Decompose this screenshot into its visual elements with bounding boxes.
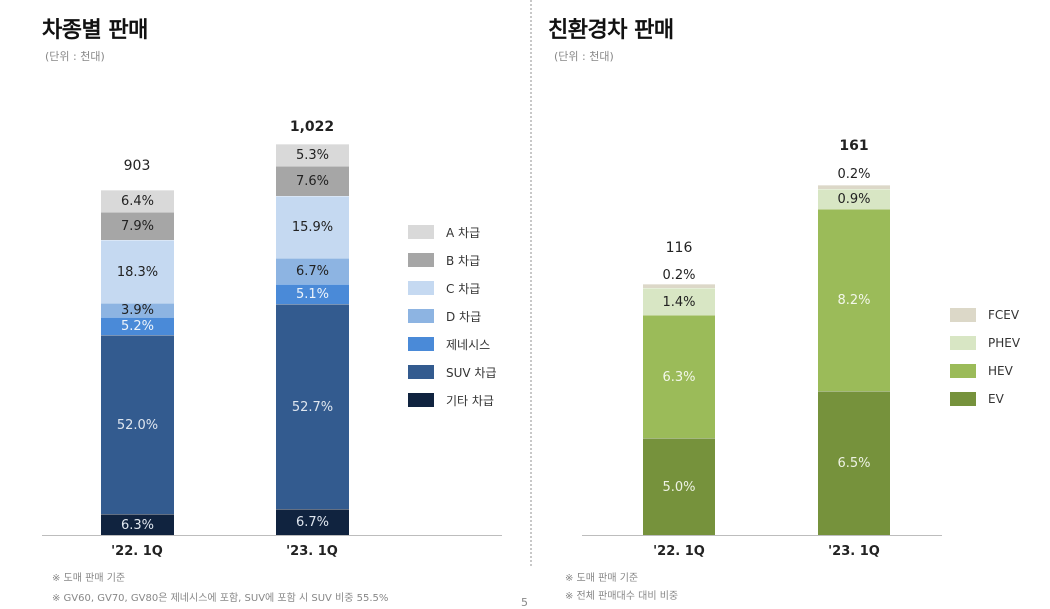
segment-phev: 1.4% [643, 288, 715, 315]
right-bar-23-1q: 6.5% 8.2% 0.9% [818, 185, 890, 535]
legend-label: A 차급 [446, 225, 481, 240]
segment-c: 15.9% [276, 196, 349, 258]
legend-item-d: D 차급 [408, 302, 497, 330]
legend-item-genesis: 제네시스 [408, 330, 497, 358]
legend-label: SUV 차급 [446, 365, 497, 380]
legend-item-other: 기타 차급 [408, 386, 497, 414]
legend-swatch [950, 392, 976, 406]
right-chart-title: 친환경차 판매 [548, 18, 674, 43]
right-note-1: ※ 도매 판매 기준 [565, 573, 639, 584]
legend-swatch [950, 336, 976, 350]
right-chart-unit: (단위 : 천대) [554, 50, 614, 63]
legend-swatch [408, 281, 434, 295]
legend-swatch [408, 253, 434, 267]
left-bar-23-1q: 6.7% 52.7% 5.1% 6.7% 15.9% 7.6% 5.3% [276, 144, 349, 535]
segment-phev: 0.9% [818, 189, 890, 209]
left-bar2-total: 1,022 [289, 119, 335, 135]
segment-suv: 52.7% [276, 304, 349, 509]
segment-fcev [818, 185, 890, 189]
right-bar-22-1q: 5.0% 6.3% 1.4% [643, 284, 715, 535]
segment-other: 6.7% [276, 509, 349, 535]
segment-hev: 8.2% [818, 209, 890, 391]
legend-item-c: C 차급 [408, 274, 497, 302]
legend-label: FCEV [988, 308, 1020, 322]
left-xlabel-23: '23. 1Q [286, 544, 338, 559]
left-note-2: ※ GV60, GV70, GV80은 제네시스에 포함, SUV에 포함 시 … [52, 593, 389, 604]
right-legend: FCEV PHEV HEV EV [950, 301, 1020, 413]
segment-d: 6.7% [276, 258, 349, 284]
segment-b: 7.6% [276, 166, 349, 196]
segment-ev: 5.0% [643, 438, 715, 535]
legend-swatch [950, 308, 976, 322]
segment-c: 18.3% [101, 240, 174, 303]
legend-label: 기타 차급 [446, 393, 494, 408]
legend-item-hev: HEV [950, 357, 1020, 385]
right-bar1-fcev-label: 0.2% [662, 268, 696, 283]
left-legend: A 차급 B 차급 C 차급 D 차급 제네시스 SUV 차급 기타 차급 [408, 218, 497, 414]
legend-item-b: B 차급 [408, 246, 497, 274]
right-x-axis [582, 535, 942, 536]
legend-swatch [408, 393, 434, 407]
legend-swatch [408, 225, 434, 239]
segment-a: 6.4% [101, 190, 174, 212]
segment-genesis: 5.2% [101, 317, 174, 335]
right-xlabel-22: '22. 1Q [653, 544, 705, 559]
legend-item-suv: SUV 차급 [408, 358, 497, 386]
legend-label: HEV [988, 364, 1013, 378]
left-xlabel-22: '22. 1Q [111, 544, 163, 559]
panel-divider [530, 0, 532, 566]
right-bar1-total: 116 [665, 240, 693, 256]
segment-hev: 6.3% [643, 315, 715, 438]
legend-item-a: A 차급 [408, 218, 497, 246]
legend-label: B 차급 [446, 253, 481, 268]
legend-swatch [408, 337, 434, 351]
segment-suv: 52.0% [101, 335, 174, 514]
legend-swatch [408, 365, 434, 379]
legend-label: EV [988, 392, 1004, 406]
right-note-2: ※ 전체 판매대수 대비 비중 [565, 591, 679, 602]
left-x-axis [42, 535, 502, 536]
right-bar2-total: 161 [839, 138, 869, 154]
left-chart-unit: (단위 : 천대) [45, 50, 105, 63]
left-chart-title: 차종별 판매 [42, 18, 148, 43]
segment-d: 3.9% [101, 303, 174, 318]
segment-fcev [643, 284, 715, 288]
left-bar-22-1q: 6.3% 52.0% 5.2% 3.9% 18.3% 7.9% 6.4% [101, 190, 174, 535]
legend-swatch [408, 309, 434, 323]
left-note-1: ※ 도매 판매 기준 [52, 573, 126, 584]
legend-item-ev: EV [950, 385, 1020, 413]
legend-item-phev: PHEV [950, 329, 1020, 357]
page-number: 5 [521, 596, 528, 609]
right-xlabel-23: '23. 1Q [828, 544, 880, 559]
legend-swatch [950, 364, 976, 378]
legend-label: 제네시스 [446, 337, 491, 352]
segment-ev: 6.5% [818, 391, 890, 535]
segment-b: 7.9% [101, 212, 174, 240]
segment-genesis: 5.1% [276, 284, 349, 304]
legend-label: D 차급 [446, 309, 482, 324]
legend-label: PHEV [988, 336, 1021, 350]
legend-item-fcev: FCEV [950, 301, 1020, 329]
legend-label: C 차급 [446, 281, 481, 296]
segment-other: 6.3% [101, 514, 174, 535]
right-bar2-fcev-label: 0.2% [837, 167, 871, 182]
left-bar1-total: 903 [123, 158, 151, 174]
segment-a: 5.3% [276, 144, 349, 166]
